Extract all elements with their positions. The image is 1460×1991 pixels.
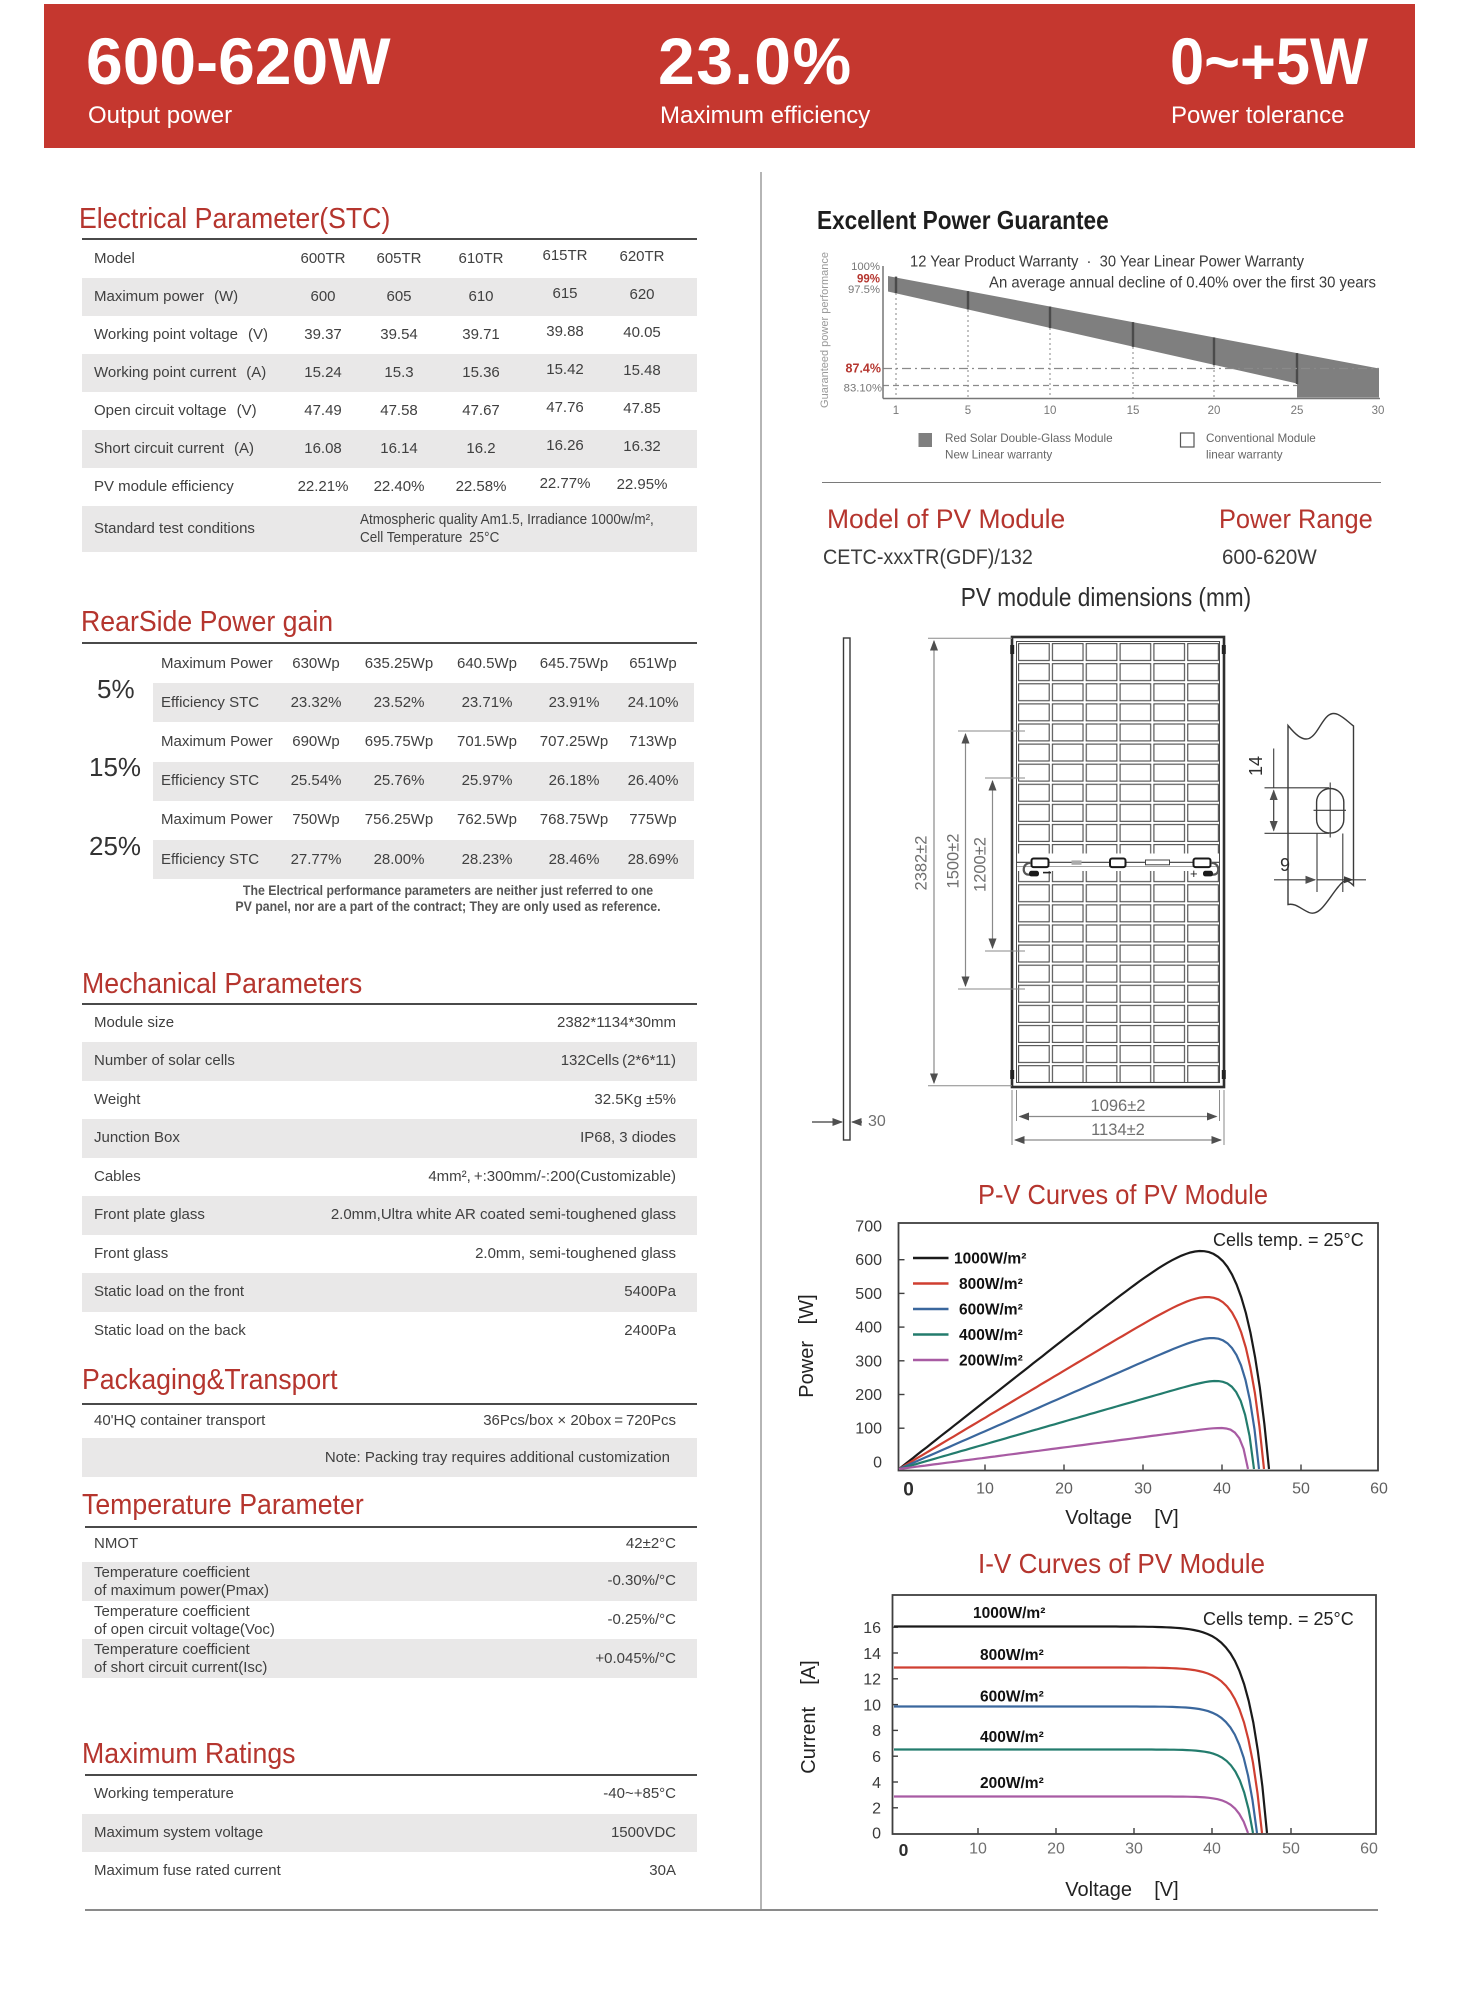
svg-text:Power [W]: Power [W] — [796, 1294, 818, 1397]
svg-text:1000W/m²: 1000W/m² — [973, 1605, 1045, 1622]
svg-text:1096±2: 1096±2 — [1091, 1097, 1146, 1115]
svg-text:0: 0 — [872, 1825, 881, 1842]
svg-text:0: 0 — [899, 1840, 909, 1860]
svg-text:97.5%: 97.5% — [848, 284, 880, 296]
svg-text:25: 25 — [1291, 405, 1304, 417]
svg-text:Cells temp. = 25°C: Cells temp. = 25°C — [1203, 1609, 1354, 1629]
svg-text:200W/m²: 200W/m² — [959, 1353, 1023, 1370]
svg-text:20: 20 — [1208, 405, 1221, 417]
svg-text:14: 14 — [863, 1646, 881, 1663]
svg-text:2382±2: 2382±2 — [913, 836, 931, 891]
svg-text:An average annual decline of 0: An average annual decline of 0.40% over … — [989, 275, 1376, 292]
svg-text:New Linear warranty: New Linear warranty — [945, 449, 1052, 462]
svg-text:Guaranteed power performance: Guaranteed power performance — [819, 252, 831, 408]
svg-text:60: 60 — [1370, 1481, 1388, 1498]
svg-text:10: 10 — [863, 1697, 881, 1714]
svg-text:87.4%: 87.4% — [846, 362, 881, 376]
svg-text:200W/m²: 200W/m² — [980, 1775, 1044, 1792]
svg-text:200: 200 — [855, 1387, 882, 1404]
svg-text:Voltage [V]: Voltage [V] — [1065, 1507, 1178, 1529]
svg-text:6: 6 — [872, 1749, 881, 1766]
svg-text:P-V Curves of PV Module: P-V Curves of PV Module — [978, 1179, 1268, 1210]
svg-text:800W/m²: 800W/m² — [959, 1276, 1023, 1293]
svg-text:5: 5 — [965, 405, 971, 417]
svg-text:400W/m²: 400W/m² — [980, 1729, 1044, 1746]
svg-text:800W/m²: 800W/m² — [980, 1647, 1044, 1664]
svg-text:500: 500 — [855, 1286, 882, 1303]
svg-text:Conventional Module: Conventional Module — [1206, 432, 1316, 445]
svg-text:0: 0 — [873, 1454, 882, 1471]
svg-text:16: 16 — [863, 1620, 881, 1637]
svg-text:Voltage [V]: Voltage [V] — [1065, 1879, 1178, 1901]
svg-text:400: 400 — [855, 1320, 882, 1337]
svg-text:50: 50 — [1282, 1841, 1300, 1858]
svg-text:60: 60 — [1360, 1841, 1378, 1858]
svg-text:4: 4 — [872, 1775, 881, 1792]
svg-text:99%: 99% — [857, 274, 880, 286]
svg-text:1134±2: 1134±2 — [1091, 1121, 1145, 1139]
svg-text:1200±2: 1200±2 — [972, 837, 990, 892]
svg-text:1000W/m²: 1000W/m² — [954, 1251, 1026, 1268]
svg-text:10: 10 — [1044, 405, 1057, 417]
svg-text:50: 50 — [1292, 1481, 1310, 1498]
svg-text:9: 9 — [1280, 855, 1290, 875]
svg-text:1: 1 — [893, 405, 899, 417]
svg-text:100%: 100% — [851, 261, 880, 273]
svg-text:20: 20 — [1047, 1841, 1065, 1858]
svg-text:2: 2 — [872, 1801, 881, 1818]
svg-text:12 Year Product Warranty · 3: 12 Year Product Warranty · 30 Year Linea… — [910, 254, 1304, 271]
svg-text:12: 12 — [863, 1672, 881, 1689]
svg-text:Current [A]: Current [A] — [798, 1660, 820, 1773]
svg-text:10: 10 — [969, 1841, 987, 1858]
svg-text:0: 0 — [903, 1480, 914, 1501]
svg-text:1500±2: 1500±2 — [945, 834, 963, 889]
svg-text:30: 30 — [1134, 1481, 1152, 1498]
svg-text:20: 20 — [1055, 1481, 1073, 1498]
svg-text:100: 100 — [855, 1421, 882, 1438]
svg-text:linear warranty: linear warranty — [1206, 449, 1283, 462]
svg-text:30: 30 — [868, 1113, 886, 1130]
svg-text:I-V Curves of PV Module: I-V Curves of PV Module — [978, 1548, 1265, 1579]
svg-text:15: 15 — [1127, 405, 1140, 417]
svg-text:Red Solar Double-Glass Module: Red Solar Double-Glass Module — [945, 432, 1113, 445]
svg-text:30: 30 — [1372, 405, 1385, 417]
svg-text:30: 30 — [1125, 1841, 1143, 1858]
svg-text:600W/m²: 600W/m² — [959, 1302, 1023, 1319]
svg-text:40: 40 — [1213, 1481, 1231, 1498]
svg-text:400W/m²: 400W/m² — [959, 1327, 1023, 1344]
svg-text:+: + — [1190, 866, 1198, 881]
svg-text:83.10%: 83.10% — [844, 383, 882, 395]
svg-text:300: 300 — [855, 1353, 882, 1370]
svg-text:700: 700 — [855, 1219, 882, 1236]
svg-text:Cells temp. = 25°C: Cells temp. = 25°C — [1213, 1230, 1364, 1250]
svg-text:600: 600 — [855, 1252, 882, 1269]
svg-text:10: 10 — [976, 1481, 994, 1498]
svg-text:14: 14 — [1246, 756, 1266, 776]
svg-text:40: 40 — [1203, 1841, 1221, 1858]
svg-text:600W/m²: 600W/m² — [980, 1689, 1044, 1706]
svg-text:8: 8 — [872, 1723, 881, 1740]
